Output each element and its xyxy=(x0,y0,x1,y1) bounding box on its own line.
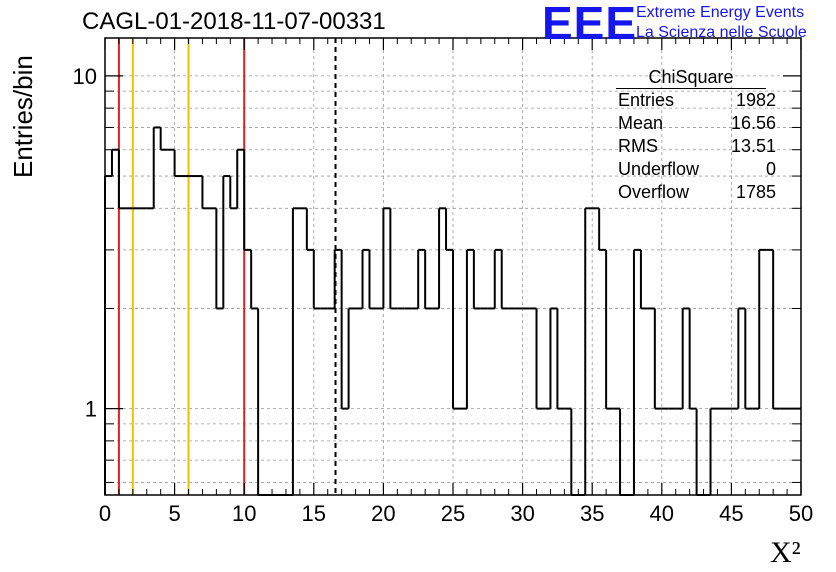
stats-value: 1982 xyxy=(735,90,776,110)
axes: 0 5 10 15 20 25 30 35 40 45 50 1 10 xyxy=(73,38,813,526)
x-axis-label: X² xyxy=(770,536,801,569)
x-tick-label: 25 xyxy=(441,501,465,526)
x-tick-label: 10 xyxy=(232,501,256,526)
stats-row-entries: Entries 1982 xyxy=(612,89,776,112)
y-axis-label: Entries/bin xyxy=(8,55,38,178)
stats-label: Entries xyxy=(618,90,675,110)
grid-lines xyxy=(105,38,801,495)
y-tick-label: 1 xyxy=(85,397,97,422)
stats-row-mean: Mean 16.56 xyxy=(612,112,776,135)
stats-label: RMS xyxy=(618,136,658,156)
stats-box: ChiSquare Entries 1982 Mean 16.56 RMS 13… xyxy=(612,66,776,204)
x-tick-label: 5 xyxy=(168,501,180,526)
stats-row-underflow: Underflow 0 xyxy=(612,158,776,181)
stats-title: ChiSquare xyxy=(616,66,766,89)
x-tick-label: 15 xyxy=(302,501,326,526)
stats-value: 16.56 xyxy=(730,113,776,133)
stats-label: Underflow xyxy=(618,159,700,179)
x-tick-label: 30 xyxy=(510,501,534,526)
x-tick-label: 40 xyxy=(650,501,674,526)
y-tick-label: 10 xyxy=(73,64,97,89)
x-tick-label: 35 xyxy=(580,501,604,526)
x-tick-label: 20 xyxy=(371,501,395,526)
stats-label: Overflow xyxy=(618,182,690,202)
chart-title: CAGL-01-2018-11-07-00331 xyxy=(82,8,386,35)
marker-lines xyxy=(117,38,337,495)
logo-line-2: La Scienza nelle Scuole xyxy=(636,24,807,41)
x-tick-label: 45 xyxy=(719,501,743,526)
x-tick-label: 0 xyxy=(99,501,111,526)
x-tick-label: 50 xyxy=(789,501,813,526)
logo-line-1: Extreme Energy Events xyxy=(636,4,805,21)
stats-value: 0 xyxy=(765,159,776,179)
stats-label: Mean xyxy=(618,113,664,133)
stats-row-rms: RMS 13.51 xyxy=(612,135,776,158)
stats-value: 13.51 xyxy=(730,136,776,156)
stats-value: 1785 xyxy=(735,182,776,202)
logo-mark: EEE xyxy=(542,0,638,49)
stats-row-overflow: Overflow 1785 xyxy=(612,181,776,204)
histogram-series xyxy=(104,126,801,496)
